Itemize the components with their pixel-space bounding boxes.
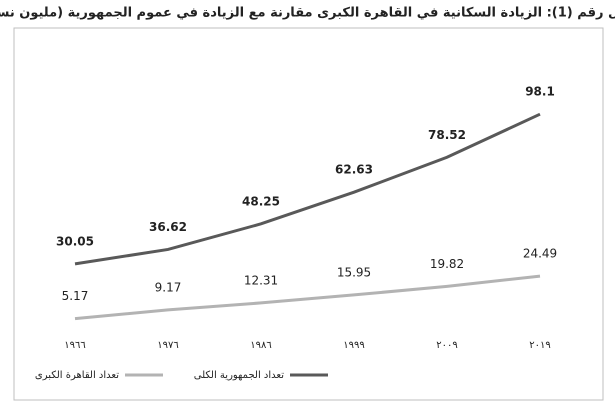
data-label: 24.49 [523, 247, 557, 261]
data-label: 12.31 [244, 273, 278, 287]
data-label: 19.82 [430, 257, 464, 271]
x-tick-label: ١٩٩٩ [343, 340, 364, 351]
series-line [74, 112, 541, 266]
series-line [74, 274, 541, 321]
data-label: 15.95 [337, 265, 371, 279]
chart-title: شكل رقم (1): الزيادة السكانية في القاهرة… [0, 6, 615, 21]
legend-label: تعداد القاهرة الكبرى [35, 370, 119, 381]
data-label: 36.62 [149, 220, 187, 234]
x-tick-label: ١٩٨٦ [250, 340, 271, 351]
legend-label: تعداد الجمهورية الكلى [194, 370, 284, 381]
x-tick-label: ١٩٦٦ [64, 340, 85, 351]
x-tick-label: ٢٠١٩ [529, 340, 550, 351]
data-label: 9.17 [155, 280, 182, 294]
x-tick-label: ٢٠٠٩ [436, 340, 457, 351]
data-label: 30.05 [56, 234, 94, 248]
data-label: 78.52 [428, 128, 466, 142]
data-label: 5.17 [62, 289, 89, 303]
data-label: 48.25 [242, 194, 280, 208]
data-label: 98.1 [525, 85, 555, 99]
data-label: 62.63 [335, 163, 373, 177]
chart-frame [13, 27, 604, 401]
x-tick-label: ١٩٧٦ [157, 340, 178, 351]
